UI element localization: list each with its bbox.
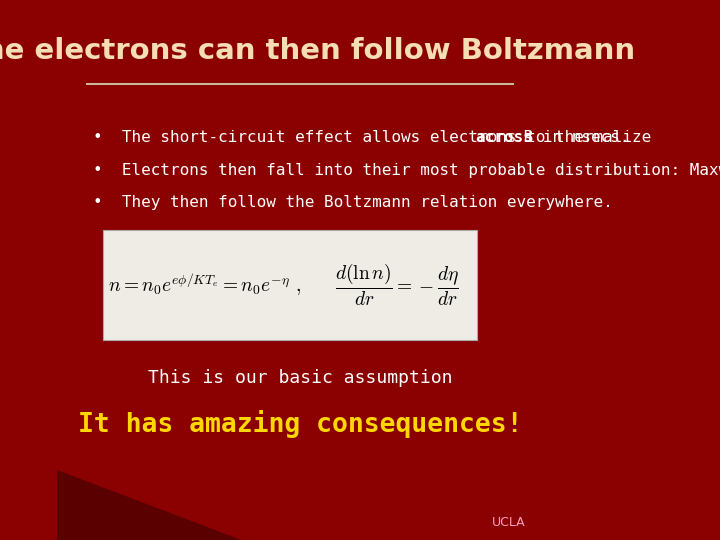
- Text: The electrons can then follow Boltzmann: The electrons can then follow Boltzmann: [0, 37, 636, 65]
- Text: B in nsecs.: B in nsecs.: [514, 130, 629, 145]
- Text: $n = n_0 e^{e\phi/KT_e} = n_0 e^{-\eta}\ ,$: $n = n_0 e^{e\phi/KT_e} = n_0 e^{-\eta}\…: [109, 272, 302, 299]
- Polygon shape: [57, 470, 241, 540]
- Text: UCLA: UCLA: [492, 516, 526, 529]
- Text: •  The short-circuit effect allows electrons to thermalize: • The short-circuit effect allows electr…: [93, 130, 661, 145]
- Text: •  They then follow the Boltzmann relation everywhere.: • They then follow the Boltzmann relatio…: [93, 195, 613, 210]
- Text: It has amazing consequences!: It has amazing consequences!: [78, 410, 522, 438]
- Text: $\dfrac{d(\ln n)}{dr} = -\dfrac{d\eta}{dr}$: $\dfrac{d(\ln n)}{dr} = -\dfrac{d\eta}{d…: [335, 262, 459, 308]
- FancyBboxPatch shape: [103, 230, 477, 340]
- Text: •  Electrons then fall into their most probable distribution: Maxwellian: • Electrons then fall into their most pr…: [93, 163, 720, 178]
- Text: across: across: [475, 130, 533, 145]
- Text: This is our basic assumption: This is our basic assumption: [148, 369, 452, 387]
